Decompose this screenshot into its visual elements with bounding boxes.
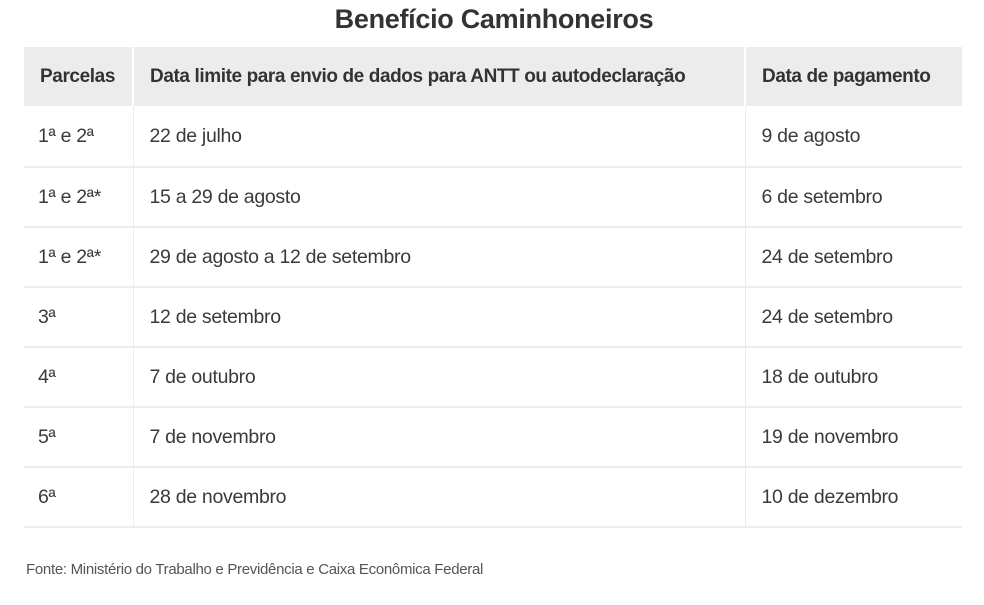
cell-data-limite: 7 de outubro: [132, 347, 745, 408]
cell-parcela: 1ª e 2ª*: [24, 167, 133, 228]
cell-data-pagamento: 9 de agosto: [744, 106, 962, 168]
table-row: 1ª e 2ª* 29 de agosto a 12 de setembro 2…: [24, 227, 962, 288]
table-header: Parcelas Data limite para envio de dados…: [24, 47, 962, 106]
cell-data-pagamento: 6 de setembro: [744, 167, 962, 228]
cell-parcela: 6ª: [24, 467, 133, 528]
table-row: 3ª 12 de setembro 24 de setembro: [24, 287, 962, 348]
page-title: Benefício Caminhoneiros: [334, 4, 654, 34]
column-header-parcelas: Parcelas: [24, 47, 133, 106]
cell-parcela: 1ª e 2ª*: [24, 227, 133, 288]
cell-parcela: 3ª: [24, 287, 133, 348]
table-row: 1ª e 2ª 22 de julho 9 de agosto: [24, 106, 962, 168]
cell-data-limite: 22 de julho: [132, 106, 745, 168]
table-body: 1ª e 2ª 22 de julho 9 de agosto 1ª e 2ª*…: [24, 106, 962, 528]
source-note: Fonte: Ministério do Trabalho e Previdên…: [26, 561, 484, 578]
cell-data-limite: 12 de setembro: [132, 287, 745, 348]
cell-data-limite: 7 de novembro: [132, 407, 745, 468]
cell-parcela: 5ª: [24, 407, 133, 468]
cell-data-limite: 28 de novembro: [132, 467, 745, 528]
cell-data-pagamento: 18 de outubro: [744, 347, 962, 408]
column-header-data-limite: Data limite para envio de dados para ANT…: [132, 47, 745, 106]
table-row: 6ª 28 de novembro 10 de dezembro: [24, 467, 962, 528]
cell-data-limite: 29 de agosto a 12 de setembro: [132, 227, 745, 288]
table-row: 4ª 7 de outubro 18 de outubro: [24, 347, 962, 408]
table-row: 5ª 7 de novembro 19 de novembro: [24, 407, 962, 468]
cell-data-pagamento: 24 de setembro: [744, 287, 962, 348]
cell-data-pagamento: 10 de dezembro: [744, 467, 962, 528]
cell-data-pagamento: 24 de setembro: [744, 227, 962, 288]
header-row: Parcelas Data limite para envio de dados…: [24, 47, 962, 106]
cell-parcela: 1ª e 2ª: [24, 106, 133, 168]
benefit-schedule-table: Parcelas Data limite para envio de dados…: [24, 47, 962, 528]
cell-parcela: 4ª: [24, 347, 133, 408]
cell-data-pagamento: 19 de novembro: [744, 407, 962, 468]
cell-data-limite: 15 a 29 de agosto: [132, 167, 745, 228]
table-row: 1ª e 2ª* 15 a 29 de agosto 6 de setembro: [24, 167, 962, 228]
column-header-data-pagamento: Data de pagamento: [744, 47, 962, 106]
